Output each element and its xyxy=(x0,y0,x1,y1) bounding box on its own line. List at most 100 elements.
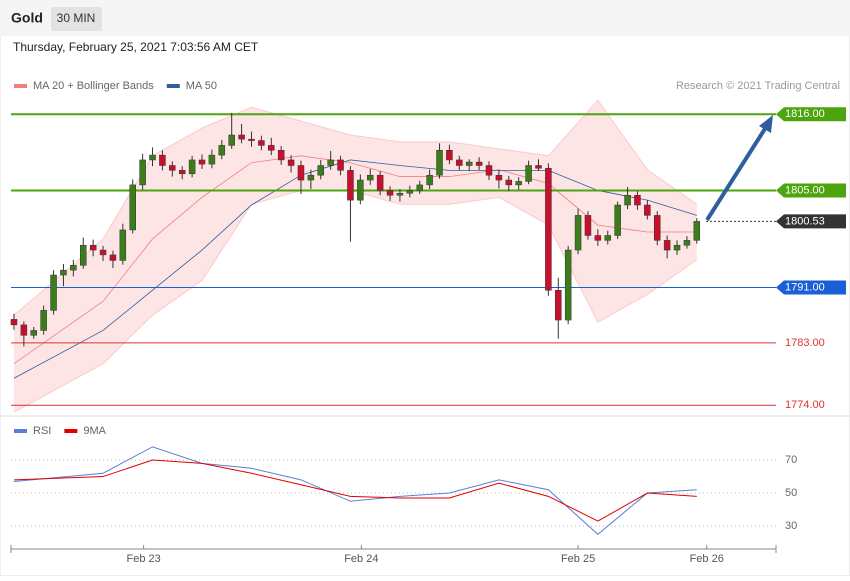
candle-body xyxy=(545,168,552,291)
bb-lower xyxy=(13,189,698,413)
candle-body xyxy=(30,330,38,336)
candle-body xyxy=(564,249,572,321)
candle-body xyxy=(456,159,463,166)
candle-body xyxy=(337,159,344,171)
candle-body xyxy=(663,240,671,251)
candle-body xyxy=(673,244,681,251)
level-label: 1774.00 xyxy=(785,399,825,411)
candle-body xyxy=(79,244,87,266)
level-label: 1816.00 xyxy=(785,108,825,120)
candle-body xyxy=(198,159,206,165)
candle-body xyxy=(188,159,196,175)
candle-body xyxy=(653,215,661,241)
rsi-tick-label: 50 xyxy=(785,487,797,499)
legend-swatch xyxy=(166,84,180,88)
candle-body xyxy=(436,149,443,176)
x-tick-label: Feb 24 xyxy=(344,553,378,565)
level-label: 1800.53 xyxy=(785,215,825,227)
candle-body xyxy=(40,310,47,331)
candle-body xyxy=(317,165,325,176)
symbol: Gold xyxy=(11,10,43,26)
candle-body xyxy=(129,184,136,231)
rsi-tick-label: 70 xyxy=(785,454,797,466)
candle-body xyxy=(594,235,602,241)
candle-body xyxy=(159,154,166,166)
legend-label: MA 20 + Bollinger Bands xyxy=(33,80,154,92)
rsi-line xyxy=(13,446,697,535)
legend-label: MA 50 xyxy=(186,80,217,92)
level-label: 1805.00 xyxy=(785,184,825,196)
legend-swatch xyxy=(64,429,78,433)
x-tick-label: Feb 23 xyxy=(126,553,160,565)
candle-body xyxy=(60,269,67,276)
level-box xyxy=(776,214,846,229)
candle-body xyxy=(307,174,315,181)
candle-body xyxy=(495,174,503,181)
candle-body xyxy=(644,204,651,216)
legend-label: 9MA xyxy=(83,425,106,437)
candle-body xyxy=(535,165,542,169)
rsi-tick-label: 30 xyxy=(785,520,797,532)
candle-body xyxy=(50,274,57,311)
candle-body xyxy=(366,174,374,181)
level-box xyxy=(776,280,846,295)
candle-body xyxy=(624,195,631,206)
candle-body xyxy=(109,254,117,261)
candle-body xyxy=(555,289,562,321)
candle-body xyxy=(505,179,513,186)
candle-body xyxy=(634,195,641,206)
candle-body xyxy=(465,161,473,166)
candle-body xyxy=(396,192,404,196)
candle-body xyxy=(327,159,334,166)
candle-body xyxy=(614,204,621,236)
candle-body xyxy=(416,184,423,191)
level-box xyxy=(776,183,846,198)
interval[interactable]: 30 MIN xyxy=(57,11,96,25)
candle-body xyxy=(347,170,354,201)
timestamp: Thursday, February 25, 2021 7:03:56 AM C… xyxy=(13,40,259,54)
candle-body xyxy=(485,165,493,176)
candle-body xyxy=(238,134,245,140)
bb-upper xyxy=(13,99,698,316)
x-tick-label: Feb 26 xyxy=(690,553,724,565)
candle-body xyxy=(357,179,364,201)
copyright: Research © 2021 Trading Central xyxy=(676,80,840,92)
candle-body xyxy=(297,165,305,181)
interval-box[interactable] xyxy=(51,7,102,31)
candle-body xyxy=(683,240,691,246)
candle-body xyxy=(139,159,146,186)
candle-body xyxy=(426,174,433,186)
legend-swatch xyxy=(14,84,27,88)
candle-body xyxy=(604,235,612,241)
header-bar xyxy=(0,0,850,36)
candle-body xyxy=(178,170,186,175)
candle-body xyxy=(228,134,235,146)
candle-body xyxy=(584,215,592,236)
candle-body xyxy=(20,324,28,336)
forecast-arrow xyxy=(705,122,770,222)
candle-body xyxy=(248,138,255,141)
x-tick-label: Feb 25 xyxy=(561,553,595,565)
candle-body xyxy=(99,249,107,256)
level-label: 1783.00 xyxy=(785,337,825,349)
candle-body xyxy=(258,140,265,146)
level-box xyxy=(776,107,846,122)
arrow-head xyxy=(759,115,773,133)
candle-body xyxy=(574,215,582,251)
candle-body xyxy=(277,149,285,161)
candle-body xyxy=(149,154,156,161)
candle-body xyxy=(268,145,275,151)
candle-body xyxy=(525,165,532,182)
candle-body xyxy=(376,174,384,191)
legend-label: RSI xyxy=(33,425,51,437)
candle-body xyxy=(446,149,453,161)
candle-body xyxy=(169,165,176,171)
candle-body xyxy=(386,190,394,196)
candle-body xyxy=(218,145,226,156)
candle-body xyxy=(406,190,414,194)
candle-body xyxy=(89,244,97,251)
candle-body xyxy=(70,265,77,271)
legend-swatch xyxy=(14,429,27,433)
rsi-line xyxy=(13,459,697,522)
